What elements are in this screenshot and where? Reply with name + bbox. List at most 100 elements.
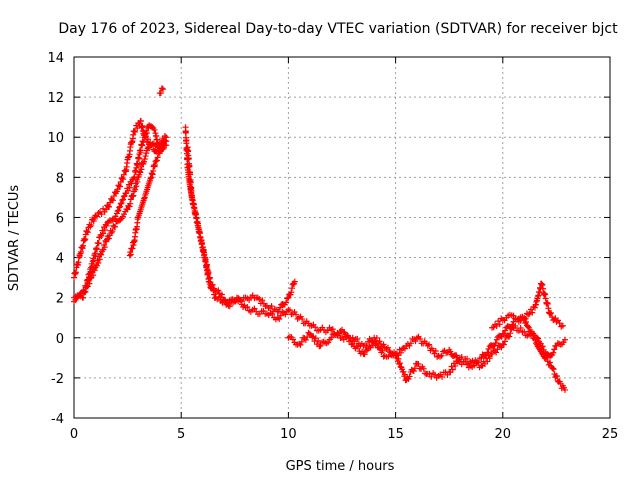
data-point-fill	[524, 323, 531, 330]
data-point-fill	[288, 289, 295, 296]
data-point-fill	[211, 285, 218, 292]
data-point-fill	[101, 244, 108, 251]
data-point-fill	[329, 326, 336, 333]
data-point-fill	[218, 291, 225, 298]
data-point-fill	[373, 334, 380, 341]
data-point-fill	[153, 157, 160, 164]
data-point-fill	[469, 357, 476, 364]
data-point-fill	[141, 158, 148, 165]
data-point-fill	[125, 187, 132, 194]
chart-title: Day 176 of 2023, Sidereal Day-to-day VTE…	[58, 21, 618, 37]
data-point-fill	[277, 312, 284, 319]
data-point-fill	[92, 251, 99, 258]
data-point-fill	[420, 365, 427, 372]
data-point-fill	[406, 373, 413, 380]
data-point	[131, 128, 138, 135]
data-point-fill	[297, 341, 304, 348]
grid	[74, 57, 610, 418]
data-point-fill	[361, 351, 368, 358]
data-point-fill	[299, 316, 306, 323]
data-point-fill	[117, 200, 124, 207]
x-tick-label: 10	[280, 427, 297, 442]
data-point-fill	[507, 330, 514, 337]
data-point-fill	[205, 269, 212, 276]
data-point	[83, 228, 90, 235]
data-point-fill	[100, 230, 107, 237]
x-axis-label: GPS time / hours	[286, 459, 395, 474]
data-point-fill	[282, 311, 289, 318]
data-point-fill	[396, 346, 403, 353]
data-point-fill	[127, 200, 134, 207]
data-point	[159, 86, 166, 93]
data-point-fill	[546, 359, 553, 366]
data-point-fill	[95, 260, 102, 267]
data-point	[306, 330, 313, 337]
data-point-fill	[139, 122, 146, 129]
data-point	[561, 386, 568, 393]
data-point-fill	[116, 183, 123, 190]
data-point-fill	[396, 360, 403, 367]
y-tick-label: 14	[47, 51, 64, 66]
series-trace-6	[182, 124, 298, 315]
x-tick-label: 15	[387, 427, 404, 442]
data-point-fill	[120, 171, 127, 178]
data-point-fill	[142, 153, 149, 160]
data-point-fill	[143, 150, 150, 157]
data-point-fill	[143, 129, 150, 136]
data-point-fill	[500, 330, 507, 337]
data-point-fill	[237, 296, 244, 303]
data-point	[317, 342, 324, 349]
data-point-fill	[526, 310, 533, 317]
data-point-fill	[284, 295, 291, 302]
data-point-fill	[553, 373, 560, 380]
data-point-fill	[132, 128, 139, 135]
data-point-fill	[539, 343, 546, 350]
data-point-fill	[109, 197, 116, 204]
data-point-fill	[137, 147, 144, 154]
data-point-fill	[401, 371, 408, 378]
data-point-fill	[106, 203, 113, 210]
data-point-fill	[151, 126, 158, 133]
data-point-fill	[80, 242, 87, 249]
data-point-fill	[137, 169, 144, 176]
data-point-fill	[387, 349, 394, 356]
data-point-fill	[493, 336, 500, 343]
data-point-fill	[302, 336, 309, 343]
data-point-fill	[373, 340, 380, 347]
data-point-fill	[375, 344, 382, 351]
data-point-fill	[277, 304, 284, 311]
y-tick-label: 0	[56, 332, 64, 347]
series-trace-9	[489, 311, 568, 359]
data-point-fill	[158, 147, 165, 154]
data-point-fill	[132, 186, 139, 193]
data-point	[559, 322, 566, 329]
data-point-fill	[535, 335, 542, 342]
data-point-fill	[495, 318, 502, 325]
data-point-fill	[449, 366, 456, 373]
data-point-fill	[115, 207, 122, 214]
data-point-fill	[140, 138, 147, 145]
data-point-fill	[426, 341, 433, 348]
data-point-fill	[153, 157, 160, 164]
data-point-fill	[138, 166, 145, 173]
x-tick-label: 5	[177, 427, 185, 442]
series-trace-4	[126, 137, 168, 259]
data-point-fill	[226, 303, 233, 310]
data-point	[163, 142, 170, 149]
data-point-fill	[98, 251, 105, 258]
y-tick-label: 8	[56, 171, 64, 186]
data-point	[291, 278, 298, 285]
y-tick-label: -4	[51, 412, 64, 427]
data-point-fill	[438, 352, 445, 359]
data-point-fill	[118, 200, 125, 207]
data-point-fill	[474, 359, 481, 366]
data-point-fill	[120, 193, 127, 200]
data-point-fill	[410, 368, 417, 375]
series-trace-8	[285, 323, 568, 393]
y-tick-label: 4	[56, 252, 64, 267]
data-point-fill	[129, 193, 136, 200]
data-point-fill	[154, 154, 161, 161]
y-tick-label: 6	[56, 211, 64, 226]
y-tick-label: -2	[51, 372, 64, 387]
